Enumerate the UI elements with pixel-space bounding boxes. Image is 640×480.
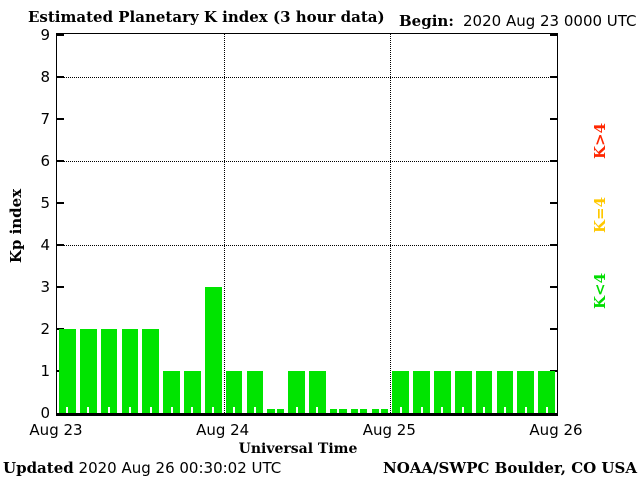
y-tick	[57, 202, 64, 204]
y-tick-label: 9	[40, 26, 50, 44]
source-attribution: NOAA/SWPC Boulder, CO USA	[382, 459, 637, 477]
x-tick-label: Aug 26	[529, 421, 583, 439]
plot-area	[56, 33, 558, 416]
kp-bar	[59, 329, 76, 413]
kp-bar	[517, 371, 535, 413]
legend-item: K>4	[591, 122, 609, 160]
x-tick-notch	[295, 407, 298, 413]
kp-bar	[225, 371, 243, 413]
kp-bar	[246, 371, 264, 413]
x-tick-notch	[378, 407, 381, 413]
x-tick-notch	[149, 407, 152, 413]
day-boundary-line	[223, 34, 225, 413]
x-axis-title: Universal Time	[238, 441, 358, 457]
kp-bar	[309, 371, 326, 413]
chart-title: Estimated Planetary K index (3 hour data…	[28, 8, 385, 26]
y-tick-label: 2	[40, 320, 50, 338]
x-tick-label: Aug 25	[362, 421, 416, 439]
x-tick-notch	[253, 407, 256, 413]
y-tick-label: 5	[40, 194, 50, 212]
x-tick-notch	[87, 407, 90, 413]
gridline-kp-6	[57, 161, 557, 162]
y-tick	[550, 76, 557, 78]
kp-bar	[100, 329, 118, 413]
kp-bar	[142, 329, 160, 413]
kp-bar	[163, 371, 180, 413]
x-tick-notch	[66, 407, 69, 413]
x-tick-notch	[233, 407, 236, 413]
y-tick	[550, 118, 557, 120]
y-tick-label: 3	[40, 278, 50, 296]
y-tick	[550, 244, 557, 246]
x-tick-notch	[191, 407, 194, 413]
updated-timestamp: Updated 2020 Aug 26 00:30:02 UTC	[3, 459, 281, 477]
legend-item: K<4	[591, 272, 609, 310]
x-tick-notch	[358, 407, 361, 413]
kp-bar	[392, 371, 410, 413]
updated-value: 2020 Aug 26 00:30:02 UTC	[78, 459, 282, 477]
begin-datetime: 2020 Aug 23 0000 UTC	[463, 12, 637, 30]
x-tick-label: Aug 23	[29, 421, 83, 439]
x-tick-notch	[128, 407, 131, 413]
x-tick-notch	[462, 407, 465, 413]
y-tick	[57, 286, 64, 288]
x-tick-notch	[545, 407, 548, 413]
kp-bar	[184, 371, 201, 413]
x-tick-notch	[483, 407, 486, 413]
x-tick-notch	[524, 407, 527, 413]
kp-bar	[204, 287, 222, 413]
kp-bar	[288, 371, 305, 413]
day-boundary-line	[390, 34, 392, 413]
kp-bar	[121, 329, 139, 413]
legend-item: K=4	[591, 196, 609, 234]
y-tick	[550, 34, 557, 36]
x-tick-notch	[441, 407, 444, 413]
y-tick	[57, 118, 64, 120]
y-tick	[57, 244, 64, 246]
y-tick-label: 4	[40, 236, 50, 254]
y-tick-label: 8	[40, 68, 50, 86]
kp-bar	[413, 371, 430, 413]
updated-label: Updated	[3, 459, 74, 477]
x-tick-notch	[337, 407, 340, 413]
begin-label: Begin:	[399, 12, 454, 30]
y-tick-label: 6	[40, 152, 50, 170]
kp-bar	[454, 371, 472, 413]
y-tick-label: 7	[40, 110, 50, 128]
kp-bar	[434, 371, 451, 413]
gridline-kp-8	[57, 77, 557, 78]
y-tick	[550, 328, 557, 330]
kp-bar	[538, 371, 555, 413]
kp-bar	[475, 371, 493, 413]
x-tick-notch	[420, 407, 423, 413]
y-tick-label: 0	[40, 404, 50, 422]
x-tick-notch	[503, 407, 506, 413]
x-tick-notch	[212, 407, 215, 413]
y-tick	[550, 286, 557, 288]
y-tick	[57, 76, 64, 78]
y-axis-title: Kp index	[7, 188, 25, 264]
y-tick	[550, 202, 557, 204]
kp-bar	[79, 329, 97, 413]
x-tick-notch	[108, 407, 111, 413]
y-tick-label: 1	[40, 362, 50, 380]
y-tick	[57, 160, 64, 162]
x-tick-notch	[170, 407, 173, 413]
x-tick-notch	[399, 407, 402, 413]
x-tick-label: Aug 24	[196, 421, 250, 439]
x-tick-notch	[316, 407, 319, 413]
y-tick	[57, 34, 64, 36]
x-tick-notch	[274, 407, 277, 413]
gridline-kp-4	[57, 245, 557, 246]
kp-bar	[496, 371, 514, 413]
y-tick	[550, 160, 557, 162]
